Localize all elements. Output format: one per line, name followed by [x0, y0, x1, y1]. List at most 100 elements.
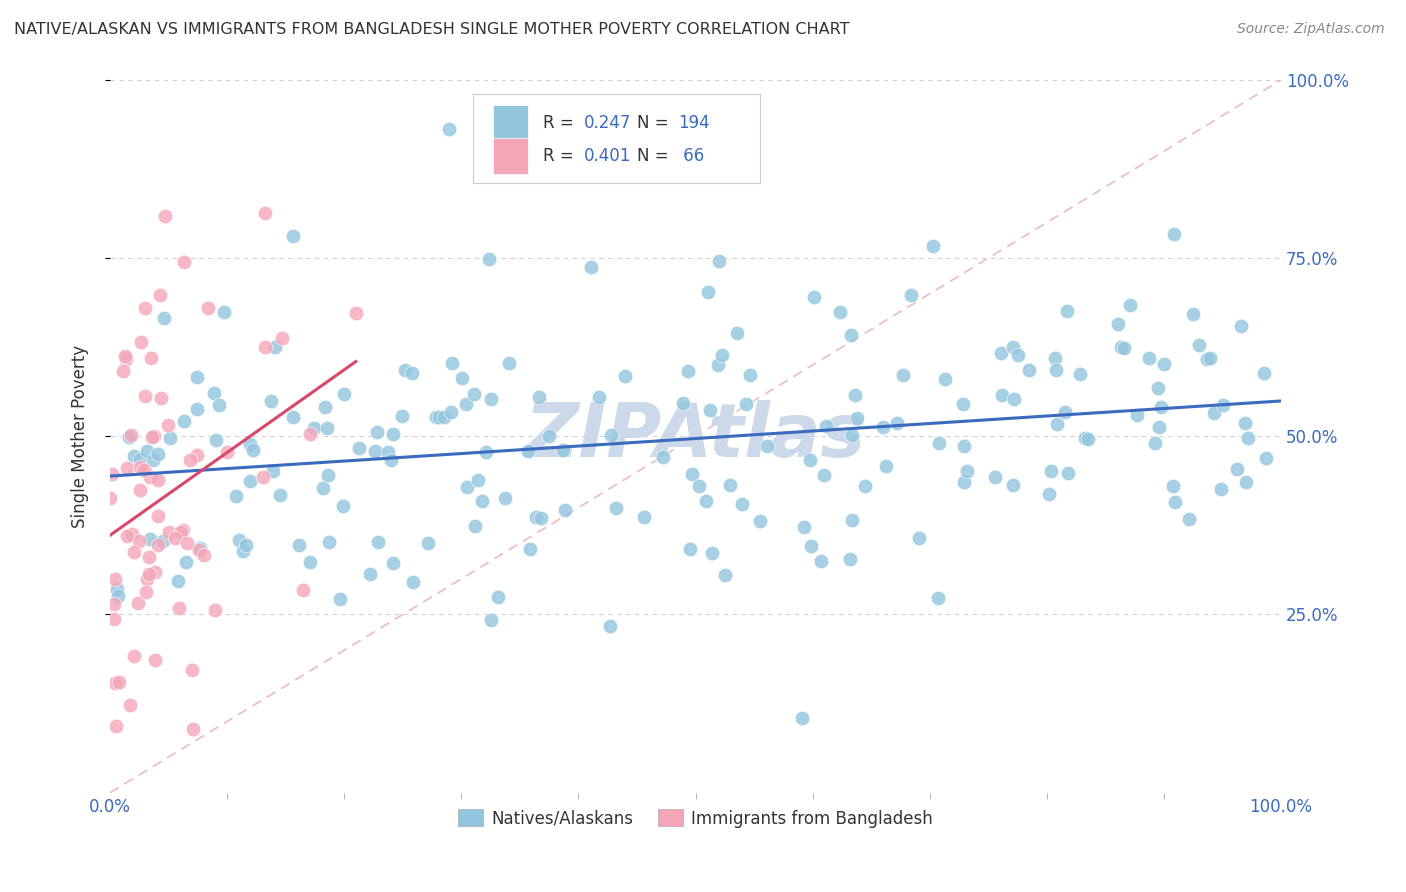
- Point: [756, 439, 779, 453]
- Point: [176, 536, 198, 550]
- Point: [124, 545, 146, 559]
- Point: [1163, 227, 1185, 242]
- Point: [156, 417, 179, 432]
- Point: [1077, 432, 1099, 446]
- Point: [103, 597, 125, 611]
- Point: [441, 356, 464, 370]
- Point: [318, 468, 340, 483]
- Point: [872, 420, 894, 434]
- Point: [841, 328, 863, 343]
- Point: [271, 330, 294, 344]
- Point: [118, 429, 141, 443]
- Point: [983, 470, 1005, 484]
- Point: [707, 253, 730, 268]
- Point: [134, 301, 156, 316]
- Point: [288, 538, 311, 552]
- Point: [1149, 420, 1171, 434]
- Point: [813, 468, 835, 483]
- Point: [1149, 401, 1171, 415]
- Point: [1045, 351, 1067, 365]
- Point: [1040, 464, 1063, 478]
- Point: [451, 371, 474, 385]
- Point: [477, 252, 499, 266]
- Point: [1109, 340, 1132, 354]
- Point: [394, 363, 416, 377]
- Point: [174, 555, 197, 569]
- Point: [120, 428, 142, 442]
- Point: [281, 229, 304, 244]
- Point: [530, 511, 553, 525]
- Text: 0.247: 0.247: [585, 114, 631, 132]
- Point: [138, 470, 160, 484]
- Point: [1146, 381, 1168, 395]
- Point: [188, 541, 211, 555]
- Point: [678, 364, 700, 378]
- Point: [262, 464, 284, 478]
- Point: [186, 370, 208, 384]
- Point: [292, 583, 315, 598]
- Point: [456, 397, 478, 411]
- Point: [886, 416, 908, 430]
- Point: [1137, 351, 1160, 365]
- Point: [425, 410, 447, 425]
- Point: [129, 335, 152, 350]
- Point: [927, 591, 949, 606]
- Point: [1038, 487, 1060, 501]
- Text: 0.401: 0.401: [585, 147, 631, 165]
- FancyBboxPatch shape: [472, 95, 759, 184]
- Point: [167, 601, 190, 615]
- Point: [208, 398, 231, 412]
- Point: [1181, 307, 1204, 321]
- Point: [537, 429, 560, 443]
- Text: NATIVE/ALASKAN VS IMMIGRANTS FROM BANGLADESH SINGLE MOTHER POVERTY CORRELATION C: NATIVE/ALASKAN VS IMMIGRANTS FROM BANGLA…: [14, 22, 849, 37]
- Point: [239, 474, 262, 488]
- Point: [181, 722, 204, 736]
- Point: [1007, 348, 1029, 362]
- Y-axis label: Single Mother Poverty: Single Mother Poverty: [72, 344, 89, 528]
- Point: [146, 508, 169, 523]
- Point: [633, 510, 655, 524]
- Point: [217, 445, 239, 459]
- Point: [440, 405, 463, 419]
- Point: [516, 443, 538, 458]
- Point: [108, 675, 131, 690]
- Point: [1153, 357, 1175, 371]
- Point: [153, 209, 176, 223]
- Point: [146, 447, 169, 461]
- Point: [845, 411, 868, 425]
- Point: [239, 437, 262, 451]
- Point: [1209, 483, 1232, 497]
- Point: [197, 301, 219, 315]
- Point: [139, 351, 162, 365]
- Point: [98, 491, 121, 505]
- Point: [163, 531, 186, 545]
- Point: [1212, 398, 1234, 412]
- Point: [269, 488, 291, 502]
- Point: [121, 526, 143, 541]
- Point: [111, 364, 134, 378]
- Text: N =: N =: [637, 147, 673, 165]
- Point: [242, 442, 264, 457]
- Point: [173, 414, 195, 428]
- Point: [697, 285, 720, 300]
- Legend: Natives/Alaskans, Immigrants from Bangladesh: Natives/Alaskans, Immigrants from Bangla…: [451, 803, 939, 834]
- Text: R =: R =: [543, 147, 579, 165]
- Point: [159, 431, 181, 445]
- Point: [1053, 405, 1076, 419]
- Point: [734, 397, 756, 411]
- Point: [1234, 416, 1257, 430]
- Point: [1001, 478, 1024, 492]
- Point: [524, 510, 547, 524]
- Point: [202, 386, 225, 401]
- Point: [672, 395, 695, 409]
- Point: [793, 520, 815, 534]
- Point: [841, 427, 863, 442]
- Point: [841, 513, 863, 527]
- Point: [554, 503, 576, 517]
- Point: [599, 427, 621, 442]
- Point: [150, 392, 173, 406]
- Point: [364, 444, 387, 458]
- Point: [486, 591, 509, 605]
- Point: [679, 542, 702, 557]
- Point: [143, 652, 166, 666]
